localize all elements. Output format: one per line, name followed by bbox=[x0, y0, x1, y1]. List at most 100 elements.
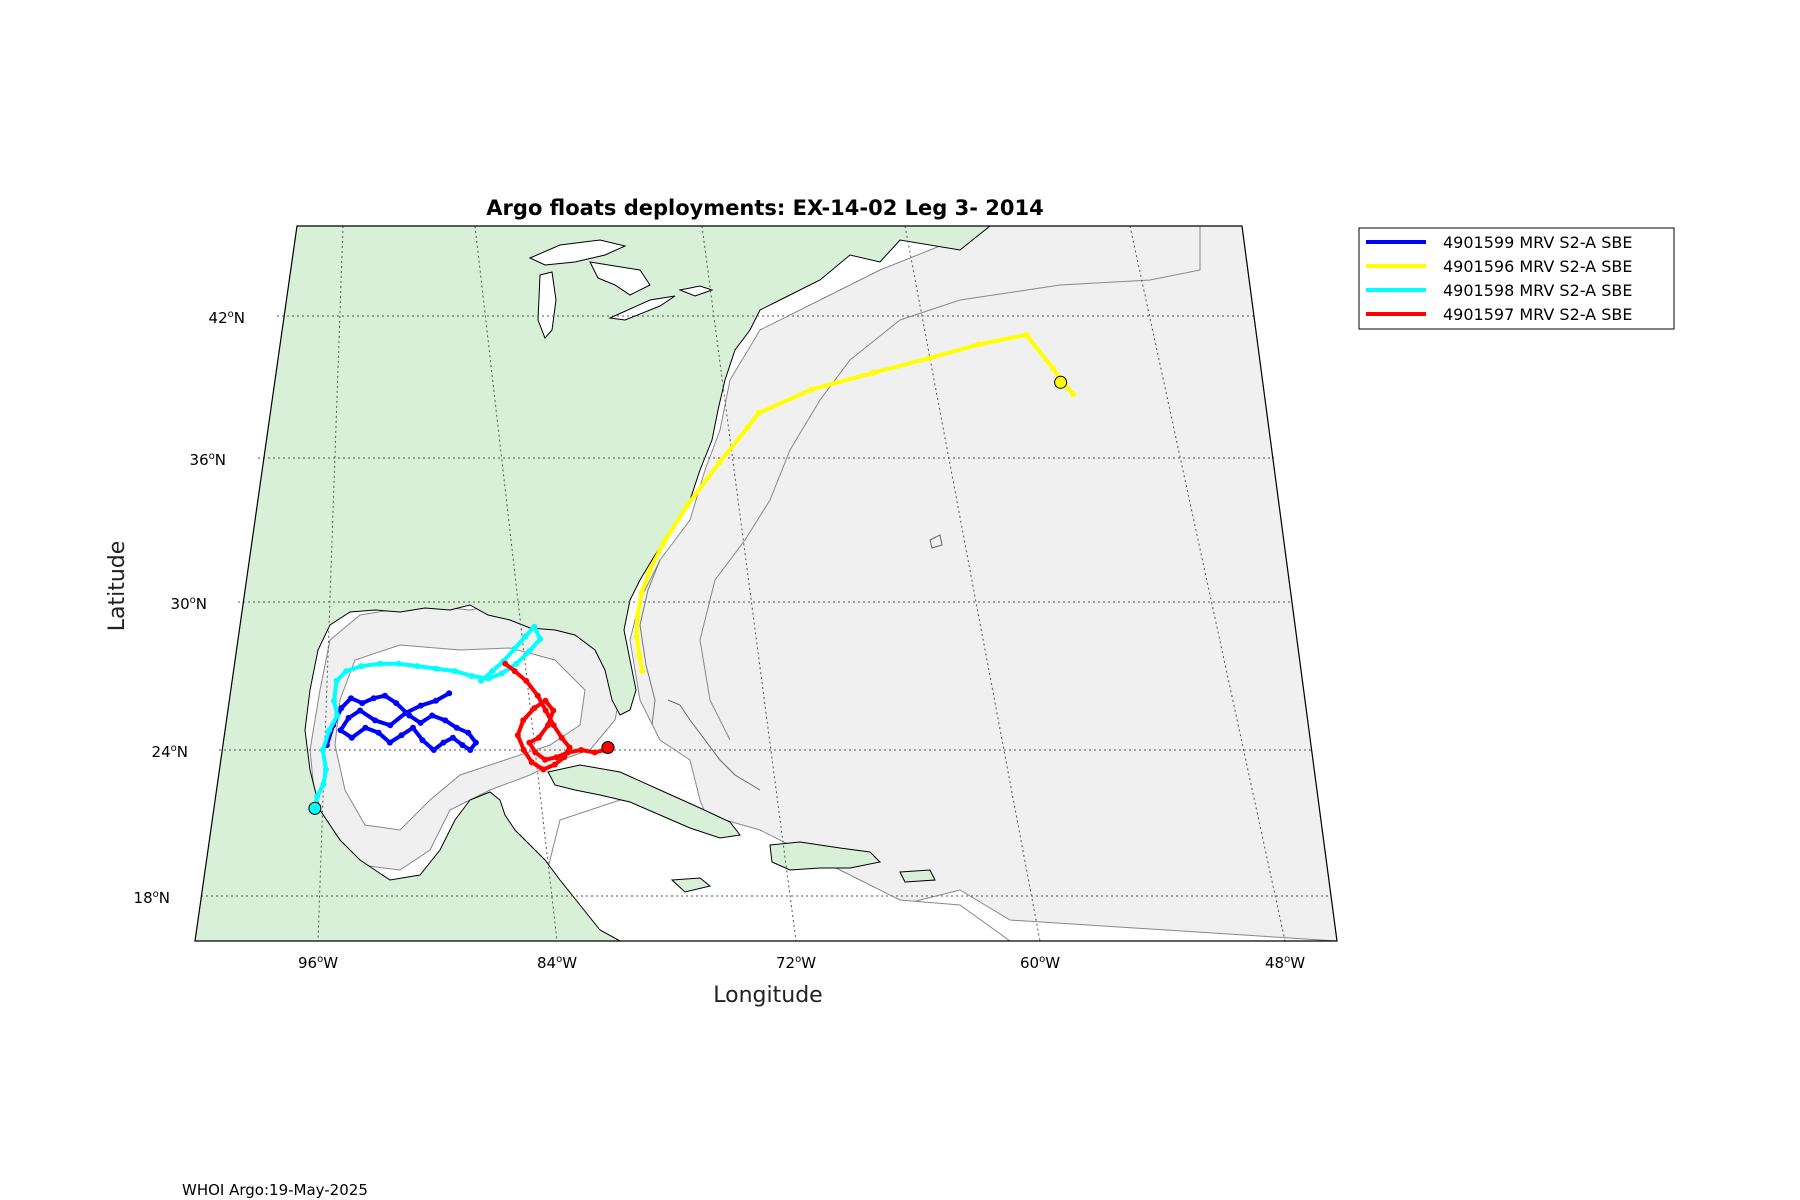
lat-tick-18: 18oN bbox=[134, 889, 170, 907]
track-point-4901597-9 bbox=[551, 761, 558, 768]
track-point-4901598-7 bbox=[526, 648, 533, 655]
track-point-4901598-0 bbox=[478, 677, 485, 684]
track-point-4901598-3 bbox=[511, 645, 518, 652]
track-point-4901599-13 bbox=[398, 732, 405, 739]
lat-tick-42: 42oN bbox=[209, 309, 245, 327]
track-point-4901598-14 bbox=[414, 663, 421, 670]
track-point-4901599-22 bbox=[465, 729, 472, 736]
bahamas-contour bbox=[667, 699, 761, 791]
map-frame bbox=[194, 225, 1338, 942]
track-point-4901598-13 bbox=[433, 665, 440, 672]
track-point-4901597-19 bbox=[535, 734, 542, 741]
track-point-4901596-6 bbox=[661, 539, 668, 545]
track-point-4901599-2 bbox=[417, 702, 424, 709]
track-point-4901599-27 bbox=[406, 712, 413, 719]
track-point-4901599-10 bbox=[362, 724, 369, 731]
track-point-4901599-16 bbox=[430, 747, 437, 753]
footer-text: WHOI Argo:19-May-2025 bbox=[182, 1181, 368, 1199]
track-point-4901598-26 bbox=[314, 793, 321, 800]
track-point-4901596-2 bbox=[633, 633, 640, 640]
lake-michigan bbox=[537, 271, 557, 339]
track-point-4901599-19 bbox=[459, 742, 466, 749]
track-point-4901597-15 bbox=[531, 705, 538, 712]
track-point-4901597-7 bbox=[566, 744, 573, 751]
track-point-4901599-20 bbox=[467, 747, 474, 753]
track-point-4901597-1 bbox=[511, 668, 518, 675]
grid-lon-72 bbox=[701, 225, 797, 942]
track-point-4901599-8 bbox=[337, 727, 344, 734]
track-point-4901596-11 bbox=[808, 386, 815, 393]
float-tracks bbox=[311, 331, 1077, 812]
track-point-4901599-9 bbox=[348, 734, 355, 741]
track-point-4901597-12 bbox=[520, 747, 527, 753]
track-point-4901597-20 bbox=[526, 739, 533, 746]
track-point-4901598-18 bbox=[343, 668, 350, 675]
track-point-4901597-23 bbox=[553, 754, 560, 761]
track-point-4901596-3 bbox=[634, 613, 641, 620]
track-point-4901599-30 bbox=[370, 695, 377, 702]
jamaica-land bbox=[670, 877, 712, 893]
track-point-4901597-10 bbox=[540, 766, 547, 773]
track-point-4901596-15 bbox=[1023, 331, 1030, 338]
track-point-4901597-6 bbox=[558, 734, 565, 741]
track-point-4901599-15 bbox=[419, 737, 426, 744]
track-point-4901597-22 bbox=[542, 756, 549, 763]
track-point-4901598-6 bbox=[537, 636, 544, 642]
track-point-4901599-28 bbox=[393, 700, 400, 707]
track-point-4901596-4 bbox=[638, 589, 645, 596]
hispaniola-land bbox=[769, 841, 882, 871]
florida-contour bbox=[639, 559, 661, 726]
track-point-4901599-18 bbox=[449, 734, 456, 741]
deployment-marker-1 bbox=[308, 801, 322, 815]
track-point-4901599-0 bbox=[446, 690, 453, 697]
track-point-4901596-7 bbox=[683, 503, 690, 509]
track-point-4901597-2 bbox=[523, 677, 530, 684]
track-point-4901596-5 bbox=[646, 567, 653, 574]
track-point-4901598-16 bbox=[377, 660, 383, 667]
map-layers bbox=[195, 226, 1337, 941]
track-point-4901598-10 bbox=[485, 675, 492, 682]
deployment-marker-2 bbox=[601, 741, 615, 754]
atlantic-contour bbox=[699, 226, 1201, 741]
track-point-4901598-4 bbox=[522, 633, 529, 640]
track-point-4901597-3 bbox=[534, 692, 541, 699]
track-point-4901599-25 bbox=[429, 712, 436, 719]
track-point-4901599-21 bbox=[472, 739, 479, 746]
north-america-land bbox=[195, 226, 992, 941]
lon-tick-48: 48oW bbox=[1265, 954, 1305, 972]
track-point-4901599-17 bbox=[440, 739, 447, 746]
track-point-4901599-29 bbox=[382, 692, 388, 699]
track-point-4901596-14 bbox=[975, 341, 982, 348]
track-point-4901597-11 bbox=[528, 759, 535, 766]
track-point-4901599-6 bbox=[357, 707, 364, 714]
deployment-markers bbox=[308, 375, 1068, 815]
lon-tick-84: 84oW bbox=[537, 954, 577, 972]
track-point-4901598-21 bbox=[334, 712, 341, 719]
lat-tick-24: 24oN bbox=[152, 743, 188, 761]
track-point-4901599-7 bbox=[345, 714, 352, 721]
track-point-4901597-24 bbox=[564, 749, 571, 756]
cuba-land bbox=[547, 764, 741, 839]
track-point-4901597-8 bbox=[561, 754, 568, 761]
track-point-4901599-23 bbox=[453, 724, 460, 731]
legend-label-4901596: 4901596 MRV S2-A SBE bbox=[1443, 257, 1632, 276]
track-point-4901599-32 bbox=[348, 695, 354, 702]
track-point-4901597-14 bbox=[520, 717, 527, 724]
track-point-4901598-15 bbox=[395, 660, 402, 667]
track-point-4901597-16 bbox=[542, 697, 549, 704]
track-point-4901599-11 bbox=[375, 729, 382, 736]
track-point-4901599-1 bbox=[432, 697, 439, 704]
track-point-4901596-16 bbox=[1049, 365, 1056, 372]
track-point-4901597-4 bbox=[542, 707, 549, 714]
lake-huron bbox=[589, 261, 651, 296]
legend-label-4901599: 4901599 MRV S2-A SBE bbox=[1443, 233, 1632, 252]
track-point-4901597-21 bbox=[532, 749, 539, 756]
track-point-4901598-24 bbox=[322, 766, 329, 773]
track-point-4901598-8 bbox=[513, 660, 520, 667]
chart-title: Argo floats deployments: EX-14-02 Leg 3-… bbox=[486, 196, 1043, 220]
track-point-4901596-1 bbox=[636, 653, 643, 660]
track-point-4901596-13 bbox=[925, 355, 931, 362]
track-point-4901596-18 bbox=[1070, 391, 1077, 398]
track-point-4901598-17 bbox=[358, 663, 365, 670]
